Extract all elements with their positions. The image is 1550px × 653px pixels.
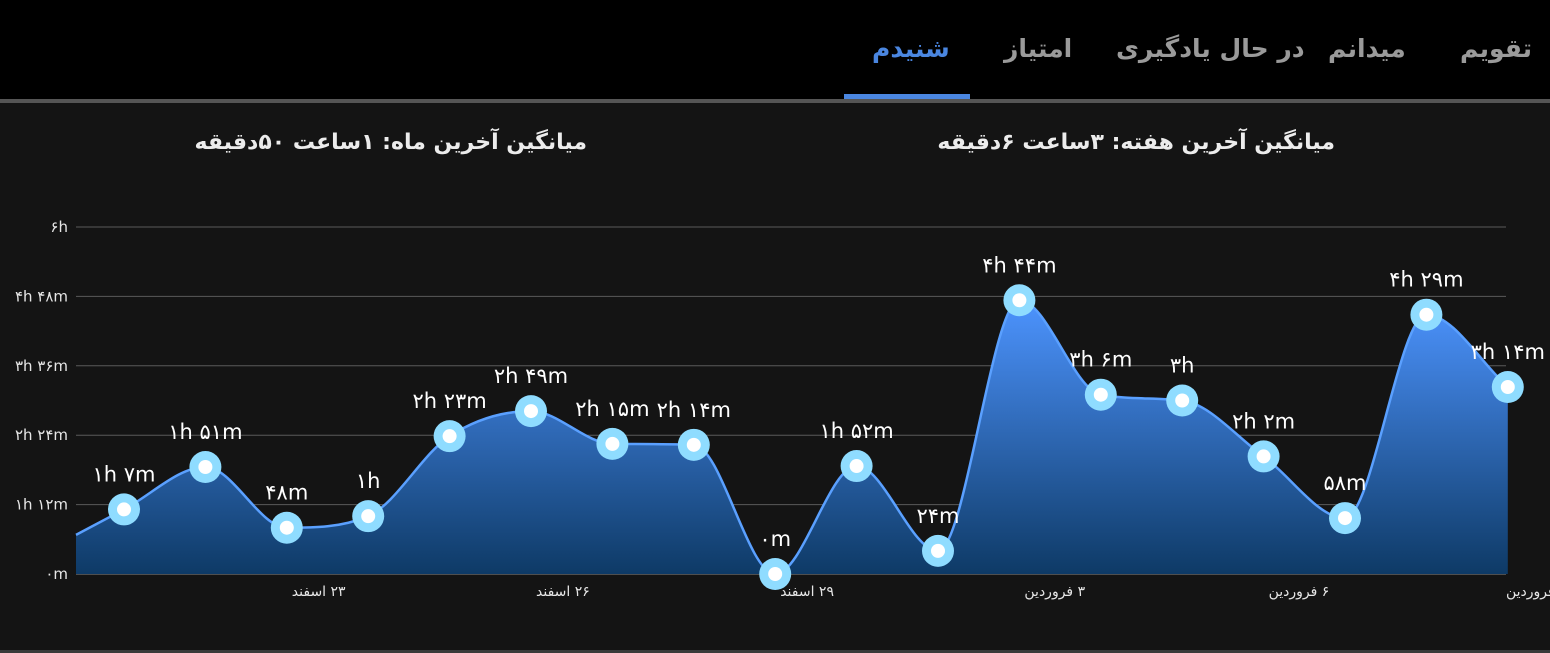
data-label: ۱h ۵۲m — [819, 419, 893, 443]
data-label: ۲h ۱۵m — [575, 397, 649, 421]
tab-learning[interactable]: در حال یادگیری — [1116, 34, 1305, 63]
data-label: ۴۸m — [265, 481, 308, 505]
x-tick-label: ۲۳ اسفند — [292, 584, 346, 600]
data-point[interactable] — [270, 511, 303, 544]
data-point[interactable] — [433, 420, 466, 453]
x-tick-label: ۲۶ اسفند — [536, 584, 590, 600]
weekly-average-text: میانگین آخرین هفته: ۳ساعت ۶دقیقه — [937, 130, 1335, 155]
data-label: ۲h ۲m — [1232, 409, 1295, 433]
area-fill — [76, 300, 1508, 574]
data-point[interactable] — [759, 558, 792, 590]
tab-calendar[interactable]: تقویم — [1460, 34, 1533, 63]
y-tick-label: ۰m — [45, 565, 68, 583]
data-point[interactable] — [515, 395, 547, 428]
x-tick-label: ۹ فروردین — [1506, 584, 1550, 600]
bottom-edge — [0, 650, 1550, 653]
data-point[interactable] — [189, 451, 222, 484]
x-tick-label: ۲۹ اسفند — [780, 584, 834, 600]
data-point[interactable] — [840, 450, 873, 483]
x-tick-label: ۳ فروردین — [1024, 584, 1085, 600]
data-point[interactable] — [1410, 298, 1443, 331]
data-point[interactable] — [922, 534, 954, 567]
data-label: ۲h ۴۹m — [494, 364, 568, 388]
data-label: ۲h ۲۳m — [412, 389, 486, 413]
data-point[interactable] — [677, 428, 710, 461]
data-label: ۱h — [356, 469, 381, 493]
tab-score[interactable]: امتیاز — [1004, 34, 1073, 63]
y-tick-label: ۱h ۱۲m — [15, 496, 68, 514]
data-label: ۱h ۵۱m — [168, 420, 242, 444]
data-point[interactable] — [1003, 284, 1036, 317]
data-point[interactable] — [1084, 378, 1117, 411]
data-point[interactable] — [108, 493, 140, 526]
monthly-average-text: میانگین آخرین ماه: ۱ساعت ۵۰دقیقه — [194, 130, 587, 155]
data-point[interactable] — [1329, 502, 1361, 535]
y-tick-label: ۴h ۴۸m — [15, 287, 68, 305]
tab-bar: تقویم میدانم در حال یادگیری امتیاز شنیدم — [0, 0, 1550, 100]
active-tab-indicator — [844, 94, 970, 100]
tab-known[interactable]: میدانم — [1328, 34, 1406, 63]
data-point[interactable] — [352, 500, 385, 533]
data-label: ۳h — [1170, 354, 1195, 378]
y-tick-label: ۳h ۳۶m — [15, 357, 68, 375]
data-label: ۴h ۴۴m — [982, 253, 1056, 277]
data-label: ۲۴m — [916, 504, 959, 528]
data-label: ۳h ۶m — [1069, 348, 1132, 372]
data-point[interactable] — [596, 427, 629, 460]
data-label: ۴h ۲۹m — [1389, 268, 1463, 292]
data-label: ۲h ۱۴m — [657, 398, 731, 422]
data-label: ۳h ۱۴m — [1471, 340, 1545, 364]
data-label: ۱h ۷m — [93, 462, 156, 486]
data-point[interactable] — [1166, 384, 1199, 417]
data-label: ۵۸m — [1323, 471, 1366, 495]
series-line — [75, 299, 1509, 576]
y-tick-label: ۲h ۲۴m — [15, 426, 68, 444]
y-tick-label: ۶h — [50, 218, 68, 236]
tab-heard[interactable]: شنیدم — [872, 34, 950, 63]
data-point[interactable] — [1247, 440, 1280, 473]
data-label: ۰m — [759, 527, 791, 551]
data-point[interactable] — [1491, 371, 1524, 404]
tab-divider — [0, 99, 1550, 103]
x-tick-label: ۶ فروردین — [1269, 584, 1330, 600]
